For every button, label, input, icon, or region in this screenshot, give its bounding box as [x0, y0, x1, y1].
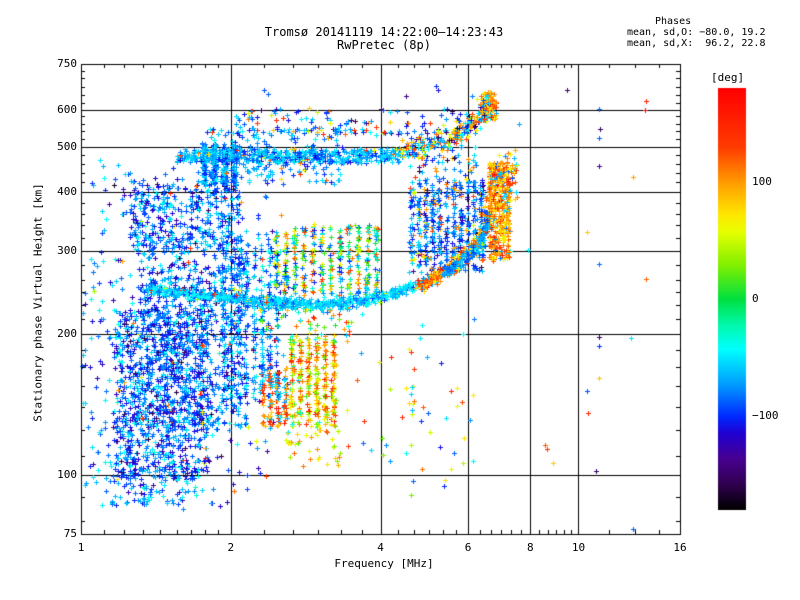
- x-tick-label: 6: [464, 541, 472, 554]
- y-tick-label: 200: [57, 326, 77, 340]
- y-tick-label: 300: [57, 244, 77, 258]
- colorbar-tick-label: 100: [752, 174, 772, 188]
- y-tick-label: 75: [63, 527, 77, 540]
- phase-stats-o-mode: mean, sd,O: −80.0, 19.2: [627, 27, 766, 38]
- phase-stats-header: Phases: [655, 16, 692, 27]
- y-tick-label: 500: [57, 139, 77, 153]
- colorbar-tick-label: 0: [752, 292, 759, 305]
- x-tick-label: 8: [526, 541, 534, 554]
- plot-subtitle: RwPretec (8p): [337, 38, 431, 52]
- colorbar-unit-label: [deg]: [711, 71, 745, 84]
- y-tick-label: 750: [57, 57, 77, 70]
- y-tick-label: 600: [57, 102, 77, 116]
- y-tick-label: 100: [57, 468, 77, 482]
- x-tick-label: 10: [571, 541, 586, 554]
- x-tick-label: 4: [377, 541, 384, 554]
- colorbar-tick-label: −100: [752, 409, 779, 423]
- x-tick-label: 2: [227, 541, 235, 554]
- y-tick-label: 400: [57, 185, 77, 199]
- x-axis-label: Frequency [MHz]: [334, 557, 434, 570]
- plot-title: Tromsø 20141119 14:22:00–14:23:43: [264, 25, 504, 39]
- x-tick-label: 1: [77, 541, 85, 554]
- phase-stats-x-mode: mean, sd,X: 96.2, 22.8: [627, 38, 766, 49]
- x-tick-label: 16: [673, 541, 687, 554]
